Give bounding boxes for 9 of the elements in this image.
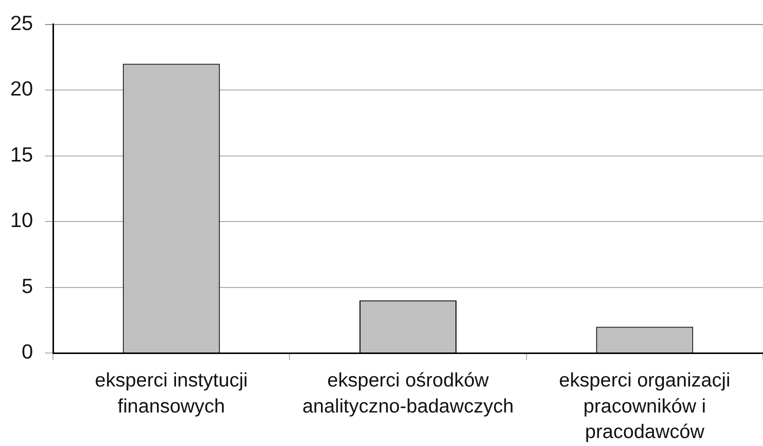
y-tick-label: 15: [10, 143, 33, 166]
y-tick-label: 0: [22, 340, 33, 364]
y-tick-label: 25: [10, 12, 33, 35]
y-tick-label: 5: [22, 274, 33, 298]
y-tick-label: 20: [10, 78, 33, 101]
y-tick-label: 10: [10, 209, 33, 232]
x-tick-label: eksperci organizacji pracowników i pracodawców: [559, 369, 730, 444]
x-tick-label: eksperci ośrodków analityczno-badawczych: [302, 369, 514, 418]
x-tick-label: eksperci instytucji finansowych: [94, 369, 248, 418]
